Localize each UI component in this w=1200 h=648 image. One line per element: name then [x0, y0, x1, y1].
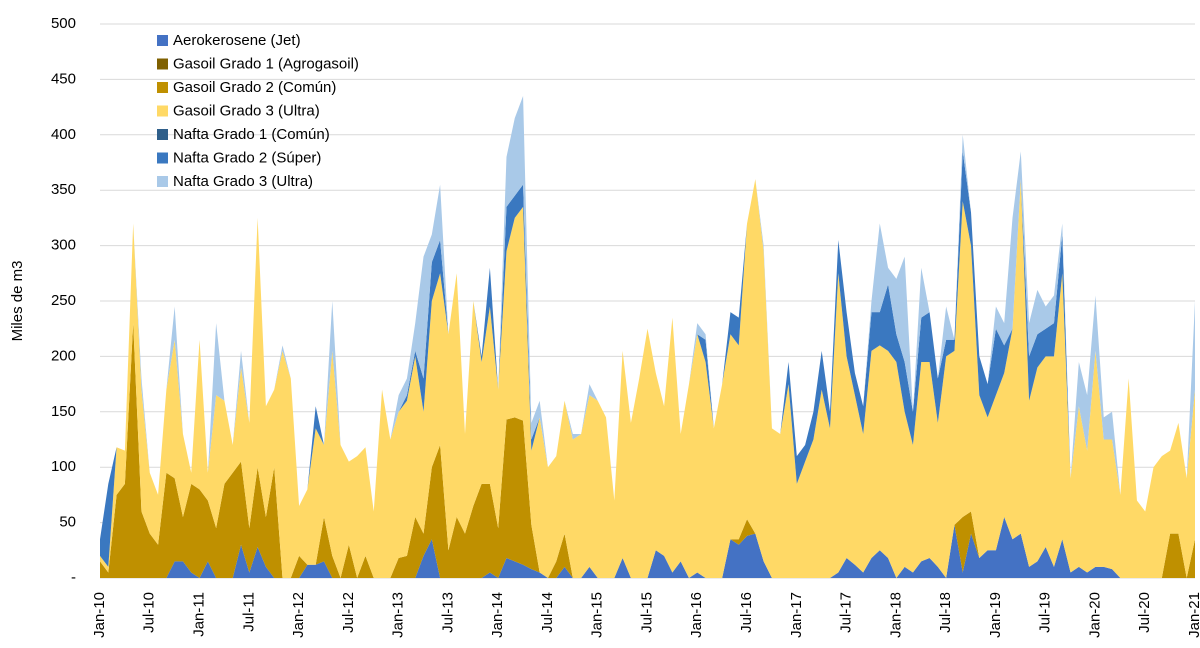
x-tick-label: Jan-19	[987, 592, 1004, 638]
x-tick-label: Jul-14	[539, 592, 556, 633]
x-tick-label: Jul-11	[240, 592, 257, 632]
legend-swatch	[157, 105, 168, 117]
area	[100, 179, 1195, 578]
x-tick-label: Jan-12	[290, 592, 307, 638]
x-tick-label: Jan-10	[91, 592, 108, 638]
y-tick-label: 100	[51, 458, 76, 475]
x-tick-label: Jul-16	[738, 592, 755, 633]
legend-label: Nafta Grado 2 (Súper)	[173, 149, 321, 166]
x-tick-label: Jul-19	[1037, 592, 1054, 633]
legend-swatch	[157, 58, 168, 70]
y-tick-label: 50	[59, 514, 76, 531]
legend-swatch	[157, 35, 168, 46]
legend-label: Gasoil Grado 1 (Agrogasoil)	[173, 55, 359, 72]
legend-swatch	[157, 82, 168, 93]
y-tick-label: 350	[51, 181, 76, 198]
x-tick-label: Jul-18	[937, 592, 954, 633]
area	[100, 517, 1195, 578]
x-tick-label: Jul-12	[340, 592, 357, 633]
x-tick-label: Jul-20	[1136, 592, 1153, 633]
x-tick-label: Jul-17	[838, 592, 855, 633]
x-tick-label: Jul-13	[439, 592, 456, 633]
x-tick-label: Jan-17	[788, 592, 805, 638]
y-tick-label: 250	[51, 292, 76, 309]
legend-label: Gasoil Grado 2 (Común)	[173, 79, 336, 96]
x-tick-label: Jan-15	[589, 592, 606, 638]
area	[100, 323, 1195, 578]
x-tick-label: Jan-13	[390, 592, 407, 638]
y-tick-label: 500	[51, 15, 76, 32]
x-tick-label: Jan-21	[1186, 592, 1200, 638]
y-tick-label: 400	[51, 126, 76, 143]
legend-swatch	[157, 129, 168, 140]
legend-label: Aerokerosene (Jet)	[173, 32, 301, 49]
legend-label: Gasoil Grado 3 (Ultra)	[173, 102, 320, 119]
y-axis-label: Miles de m3	[9, 261, 26, 342]
legend-swatch	[157, 176, 168, 187]
y-tick-label: 300	[51, 237, 76, 254]
x-tick-label: Jan-11	[191, 592, 208, 637]
x-tick-label: Jul-15	[638, 592, 655, 633]
x-tick-label: Jan-18	[887, 592, 904, 638]
y-tick-label: -	[71, 569, 76, 586]
legend-label: Nafta Grado 3 (Ultra)	[173, 173, 313, 190]
x-tick-label: Jan-14	[489, 592, 506, 638]
y-tick-label: 450	[51, 70, 76, 87]
legend-swatch	[157, 152, 168, 164]
x-tick-label: Jan-16	[688, 592, 705, 638]
legend-label: Nafta Grado 1 (Común)	[173, 126, 330, 143]
x-tick-label: Jul-10	[141, 592, 158, 633]
y-tick-label: 150	[51, 403, 76, 420]
y-tick-label: 200	[51, 347, 76, 364]
x-tick-label: Jan-20	[1086, 592, 1103, 638]
